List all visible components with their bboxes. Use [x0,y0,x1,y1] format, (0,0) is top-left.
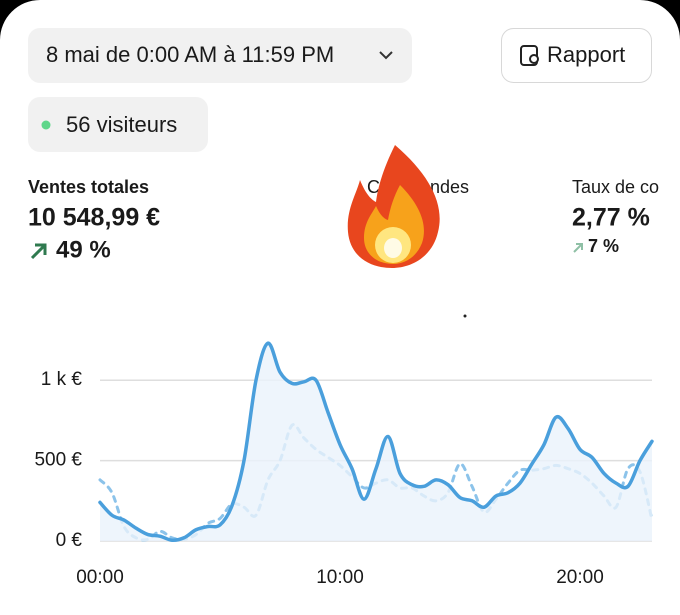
y-tick-label: 0 € [56,530,83,551]
report-bg [501,28,652,83]
corner [640,0,680,40]
y-tick-label: 500 € [34,450,82,471]
metric-change: 49 % [56,236,111,263]
report-button[interactable]: Rapport [501,28,652,83]
visitors-bg [28,97,208,152]
metric[interactable]: Taux de co 2,77 % 7 % [572,177,659,256]
flame-glow [384,238,402,258]
metric-value: 10 548,99 € [28,204,160,232]
date-filter-text: 8 mai de 0:00 AM à 11:59 PM [46,42,334,67]
y-tick-label: 1 k € [41,369,83,390]
line [98,341,654,542]
metric-label: Taux de co [572,177,659,197]
metric-label: Ventes totales [28,177,149,197]
date-filter[interactable]: 8 mai de 0:00 AM à 11:59 PM [28,28,412,83]
metric-change: 7 % [588,236,619,256]
area-fill [100,343,652,541]
metric[interactable]: Ventes totales 10 548,99 € 49 % [28,177,160,264]
chevron [379,51,393,60]
corner [0,0,40,40]
date-filter-bg [28,28,412,83]
visitors-text: 56 visiteurs [66,112,177,137]
report-icon-lens [529,54,539,64]
dot [463,314,467,318]
up-arrow [573,243,583,253]
live-dot [41,120,51,130]
x-tick-label: 00:00 [76,567,124,588]
visitors-pill[interactable]: 56 visiteurs [28,97,208,152]
x-tick-label: 10:00 [316,567,364,588]
metric-value: 2,77 % [572,204,650,232]
fire-emoji [347,145,440,268]
report-text: Rapport [547,42,625,67]
x-tick-label: 20:00 [556,567,604,588]
up-arrow [30,243,47,260]
